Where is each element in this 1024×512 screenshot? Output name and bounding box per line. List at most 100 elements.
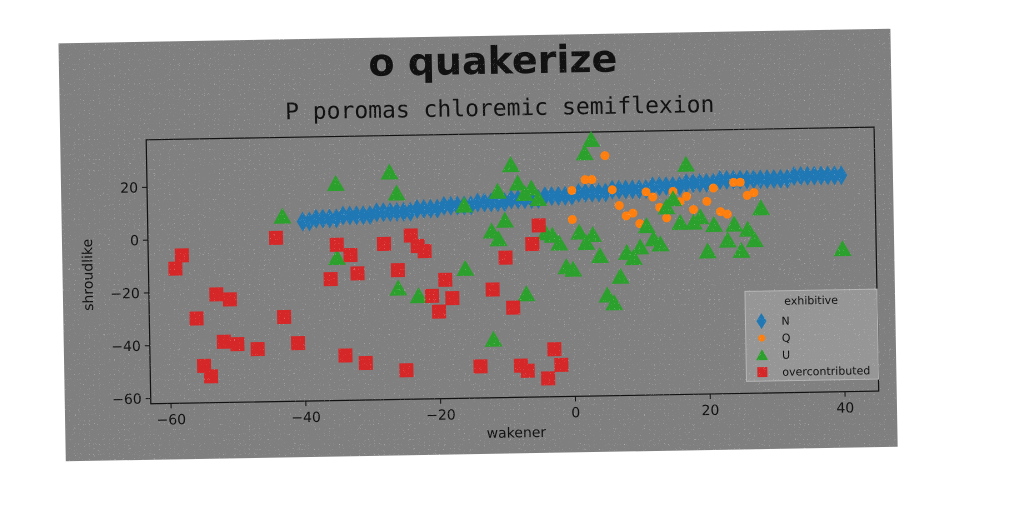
data-point-overcontributed	[525, 236, 540, 252]
data-point-n	[835, 165, 848, 186]
data-point-u	[522, 179, 541, 196]
data-point-n	[821, 165, 834, 186]
x-tick-label: −60	[156, 412, 186, 429]
data-point-u	[582, 130, 601, 148]
data-point-q	[600, 151, 610, 161]
data-point-u	[752, 199, 771, 216]
data-point-n	[316, 208, 329, 229]
data-point-u	[664, 190, 683, 207]
data-point-q	[648, 192, 658, 202]
data-point-u	[691, 208, 710, 225]
data-point-n	[774, 168, 787, 189]
data-point-u	[732, 241, 751, 259]
data-point-n	[370, 202, 383, 223]
data-point-overcontributed	[268, 230, 284, 246]
data-point-q	[567, 185, 577, 195]
data-point-n	[720, 169, 733, 190]
data-point-overcontributed	[376, 236, 392, 252]
data-point-u	[489, 230, 508, 247]
data-point-q	[682, 191, 692, 201]
data-point-u	[570, 223, 589, 240]
data-point-overcontributed	[350, 266, 365, 281]
data-point-overcontributed	[277, 309, 292, 325]
data-point-overcontributed	[506, 300, 521, 315]
data-point-overcontributed	[473, 359, 488, 374]
data-point-overcontributed	[343, 247, 358, 263]
data-point-u	[657, 198, 676, 215]
data-point-n	[559, 185, 572, 206]
data-point-u	[718, 231, 737, 248]
y-tick-label: −20	[110, 286, 140, 303]
data-point-n	[815, 165, 828, 186]
data-point-q	[722, 209, 732, 219]
data-point-overcontributed	[329, 237, 344, 252]
data-point-overcontributed	[399, 363, 414, 378]
data-point-n	[646, 176, 659, 197]
x-axis-label: wakener	[486, 425, 546, 442]
data-point-q	[749, 188, 759, 198]
legend-entry-q: Q	[782, 332, 791, 345]
data-point-n	[377, 202, 390, 223]
x-tick-label: 40	[836, 400, 854, 416]
data-point-q	[708, 183, 718, 193]
x-tick-label: −20	[426, 407, 456, 424]
data-point-n	[592, 182, 605, 203]
data-point-u	[624, 249, 643, 266]
data-point-overcontributed	[358, 355, 373, 371]
data-point-overcontributed	[230, 337, 245, 352]
y-tick-label: −60	[112, 392, 142, 409]
data-point-n	[619, 179, 632, 200]
data-point-n	[579, 182, 592, 203]
data-point-u	[455, 196, 474, 213]
data-point-overcontributed	[431, 304, 447, 319]
data-point-q	[688, 204, 698, 214]
legend-title: exhibitive	[784, 294, 838, 308]
data-point-u	[583, 225, 602, 243]
data-point-u	[326, 175, 345, 192]
data-point-n	[612, 179, 625, 200]
data-point-overcontributed	[222, 292, 238, 307]
data-point-u	[631, 238, 650, 255]
data-point-n	[599, 182, 612, 203]
x-tick-label: −40	[291, 410, 321, 427]
data-point-n	[801, 165, 814, 186]
data-point-n	[680, 173, 693, 194]
y-axis: −60 −40 −20 0 20	[110, 180, 151, 409]
data-point-n	[572, 182, 585, 203]
data-point-u	[484, 330, 503, 347]
data-point-n	[781, 168, 794, 189]
data-point-n	[471, 192, 484, 213]
data-point-n	[552, 185, 565, 206]
data-point-overcontributed	[250, 341, 265, 357]
data-point-u	[745, 231, 764, 248]
data-point-n	[444, 195, 457, 216]
data-point-overcontributed	[531, 218, 546, 233]
data-point-n	[653, 176, 666, 197]
chart-title: o quakerize	[368, 37, 618, 85]
x-axis: −60 −40 −20 0 20 40	[156, 391, 854, 429]
data-point-n	[747, 169, 760, 190]
plot-area	[145, 126, 880, 405]
data-point-overcontributed	[290, 335, 306, 351]
data-point-n	[464, 195, 477, 216]
data-point-n	[424, 198, 437, 219]
data-point-u	[456, 259, 475, 277]
data-point-u	[389, 279, 408, 296]
series-u	[273, 130, 852, 347]
data-point-overcontributed	[323, 272, 338, 287]
data-point-overcontributed	[541, 371, 556, 386]
data-point-u	[575, 144, 594, 161]
data-point-overcontributed	[554, 357, 569, 373]
data-point-n	[740, 169, 753, 190]
data-point-n	[397, 201, 410, 222]
y-tick-label: 0	[130, 233, 139, 249]
data-point-n	[437, 195, 450, 216]
data-point-n	[296, 211, 309, 232]
data-point-q	[641, 187, 651, 197]
data-point-u	[273, 207, 292, 224]
data-point-overcontributed	[203, 369, 219, 384]
data-point-u	[671, 213, 690, 231]
data-point-q	[702, 196, 712, 206]
